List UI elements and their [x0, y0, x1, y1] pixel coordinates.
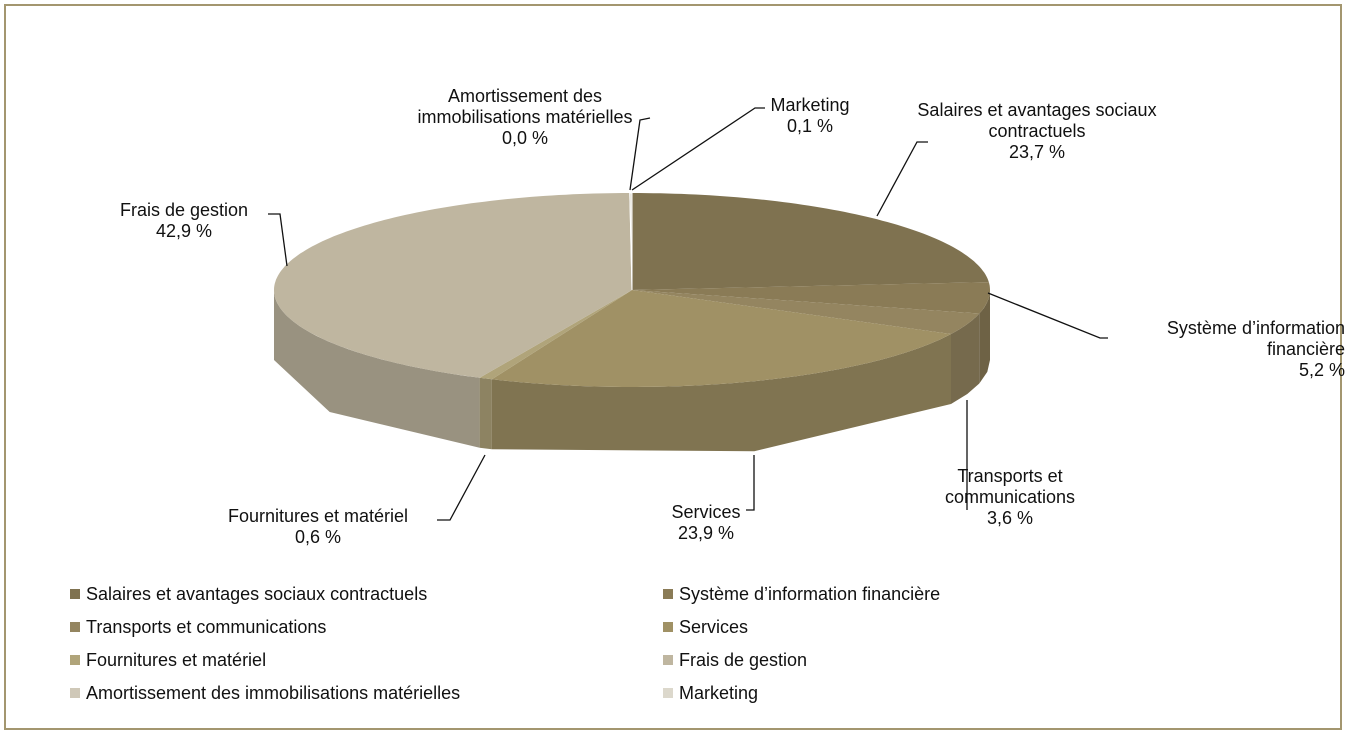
legend-label: Frais de gestion	[679, 650, 808, 670]
label-value: 3,6 %	[986, 508, 1034, 528]
slice-side	[479, 377, 492, 450]
legend-entry: Salaires et avantages sociaux contractue…	[70, 584, 427, 605]
label-value: 23,9 %	[677, 523, 735, 543]
label-category: Transports et communications	[944, 466, 1076, 507]
data-label: Amortissement des immobilisations matéri…	[395, 86, 655, 149]
label-value: 5,2 %	[1298, 360, 1345, 380]
data-label: Services 23,9 %	[646, 502, 766, 544]
legend-swatch	[70, 688, 80, 698]
frame	[4, 4, 1342, 730]
data-label: Marketing 0,1 %	[750, 95, 870, 137]
data-label: Salaires et avantages sociaux contractue…	[917, 100, 1157, 163]
leader-line	[746, 455, 755, 511]
legend-swatch	[663, 622, 673, 632]
slice	[632, 282, 990, 314]
data-label: Système d’information financière 5,2 %	[1100, 318, 1345, 381]
label-category: Frais de gestion	[119, 200, 249, 220]
slice	[479, 290, 632, 380]
legend-label: Services	[679, 617, 749, 637]
slice-side	[951, 313, 980, 404]
leader-line	[987, 292, 1108, 339]
legend-swatch	[663, 589, 673, 599]
legend-swatch	[663, 655, 673, 665]
label-value: 0,6 %	[294, 527, 342, 547]
legend-swatch	[70, 589, 80, 599]
data-label: Fournitures et matériel 0,6 %	[198, 506, 438, 548]
label-value: 0,0 %	[501, 128, 549, 148]
label-value: 42,9 %	[155, 221, 213, 241]
slice	[274, 193, 632, 378]
slice-side	[491, 334, 951, 452]
slice-side	[979, 290, 990, 384]
legend-entry: Services	[663, 617, 748, 638]
leader-line	[629, 117, 651, 191]
data-label: Transports et communications 3,6 %	[890, 466, 1130, 529]
legend-entry: Fournitures et matériel	[70, 650, 266, 671]
legend-label: Salaires et avantages sociaux contractue…	[86, 584, 428, 604]
legend-swatch	[663, 688, 673, 698]
data-label: Frais de gestion 42,9 %	[84, 200, 284, 242]
leader-line	[437, 454, 486, 521]
label-value: 23,7 %	[1008, 142, 1066, 162]
slice-side	[274, 290, 480, 448]
legend-swatch	[70, 622, 80, 632]
label-category: Marketing	[770, 95, 850, 115]
slice	[629, 192, 633, 291]
slice	[632, 193, 989, 290]
label-category: Système d’information financière	[1166, 318, 1345, 359]
legend-label: Amortissement des immobilisations matéri…	[86, 683, 461, 703]
leader-line	[876, 141, 928, 217]
legend-entry: Système d’information financière	[663, 584, 940, 605]
legend-label: Fournitures et matériel	[86, 650, 267, 670]
legend-entry: Frais de gestion	[663, 650, 807, 671]
legend-label: Marketing	[679, 683, 759, 703]
legend-label: Transports et communications	[86, 617, 327, 637]
label-category: Salaires et avantages sociaux contractue…	[917, 100, 1157, 141]
legend-entry: Marketing	[663, 683, 758, 704]
slice	[491, 290, 951, 387]
legend-label: Système d’information financière	[679, 584, 941, 604]
label-value: 0,1 %	[786, 116, 834, 136]
legend-entry: Amortissement des immobilisations matéri…	[70, 683, 460, 704]
leader-line	[268, 213, 288, 267]
legend-swatch	[70, 655, 80, 665]
label-category: Fournitures et matériel	[227, 506, 409, 526]
label-category: Amortissement des immobilisations matéri…	[417, 86, 633, 127]
label-category: Services	[671, 502, 741, 522]
leader-line	[631, 107, 765, 191]
legend-entry: Transports et communications	[70, 617, 326, 638]
slice	[632, 290, 980, 334]
